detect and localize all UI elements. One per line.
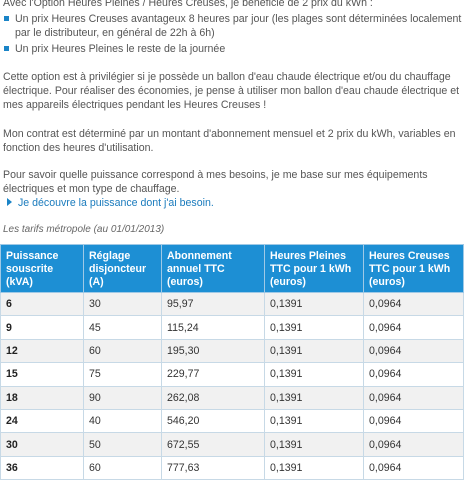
cell-puissance: 12 (0, 338, 84, 364)
cell-reglage: 60 (83, 338, 162, 364)
paragraph-contrat: Mon contrat est déterminé par un montant… (3, 128, 456, 154)
tarifs-table: Puissance souscrite (kVA) Réglage disjon… (0, 244, 464, 480)
cell-abonnement: 195,30 (161, 338, 265, 364)
table-row: 15 75 229,77 0,1391 0,0964 (0, 362, 464, 387)
table-row: 18 90 262,08 0,1391 0,0964 (0, 385, 464, 410)
cell-heures-creuses: 0,0964 (363, 315, 464, 340)
square-bullet-icon (4, 46, 9, 51)
cell-heures-creuses: 0,0964 (363, 408, 464, 434)
cell-reglage: 90 (83, 385, 162, 410)
bullet-text: Un prix Heures Pleines le reste de la jo… (15, 43, 226, 55)
paragraph-option: Cette option est à privilégier si je pos… (3, 71, 460, 111)
header-heures-pleines: Heures Pleines TTC pour 1 kWh (euros) (264, 244, 364, 293)
cell-puissance: 30 (0, 432, 84, 457)
bullet-heures-creuses: Un prix Heures Creuses avantageux 8 heur… (3, 12, 463, 40)
intro-text: Avec l'Option Heures Pleines / Heures Cr… (3, 0, 373, 9)
cell-abonnement: 115,24 (161, 315, 265, 340)
table-row: 36 60 777,63 0,1391 0,0964 (0, 455, 464, 480)
triangle-right-icon (7, 198, 12, 206)
cell-reglage: 30 (83, 291, 162, 317)
header-puissance: Puissance souscrite (kVA) (0, 244, 84, 293)
table-row: 30 50 672,55 0,1391 0,0964 (0, 432, 464, 457)
header-reglage: Réglage disjoncteur (A) (83, 244, 162, 293)
option-bullets: Un prix Heures Creuses avantageux 8 heur… (3, 12, 463, 58)
bullet-heures-pleines: Un prix Heures Pleines le reste de la jo… (3, 42, 463, 56)
cell-heures-pleines: 0,1391 (264, 338, 364, 364)
table-row: 24 40 546,20 0,1391 0,0964 (0, 408, 464, 434)
table-row: 9 45 115,24 0,1391 0,0964 (0, 315, 464, 340)
tarifs-note: Les tarifs métropole (au 01/01/2013) (3, 224, 165, 235)
cell-heures-pleines: 0,1391 (264, 291, 364, 317)
cell-puissance: 6 (0, 291, 84, 317)
cell-abonnement: 672,55 (161, 432, 265, 457)
cell-heures-creuses: 0,0964 (363, 291, 464, 317)
cell-heures-creuses: 0,0964 (363, 432, 464, 457)
puissance-link-text[interactable]: Je découvre la puissance dont j'ai besoi… (18, 197, 214, 209)
cell-heures-pleines: 0,1391 (264, 455, 364, 480)
cell-puissance: 9 (0, 315, 84, 340)
header-heures-creuses: Heures Creuses TTC pour 1 kWh (euros) (363, 244, 464, 293)
cell-heures-pleines: 0,1391 (264, 432, 364, 457)
cell-abonnement: 546,20 (161, 408, 265, 434)
cell-abonnement: 777,63 (161, 455, 265, 480)
cell-abonnement: 95,97 (161, 291, 265, 317)
cell-puissance: 18 (0, 385, 84, 410)
cell-heures-creuses: 0,0964 (363, 338, 464, 364)
square-bullet-icon (4, 16, 9, 21)
cell-heures-pleines: 0,1391 (264, 385, 364, 410)
cell-heures-creuses: 0,0964 (363, 385, 464, 410)
table-header-row: Puissance souscrite (kVA) Réglage disjon… (0, 244, 464, 293)
table-row: 6 30 95,97 0,1391 0,0964 (0, 291, 464, 317)
cell-puissance: 36 (0, 455, 84, 480)
cell-puissance: 24 (0, 408, 84, 434)
cell-heures-creuses: 0,0964 (363, 362, 464, 387)
cell-abonnement: 229,77 (161, 362, 265, 387)
cell-reglage: 45 (83, 315, 162, 340)
header-abonnement: Abonnement annuel TTC (euros) (161, 244, 265, 293)
cell-heures-pleines: 0,1391 (264, 362, 364, 387)
paragraph-puissance: Pour savoir quelle puissance correspond … (3, 169, 428, 195)
puissance-link[interactable]: Je découvre la puissance dont j'ai besoi… (3, 196, 214, 210)
bullet-text: Un prix Heures Creuses avantageux 8 heur… (15, 13, 462, 39)
cell-puissance: 15 (0, 362, 84, 387)
cell-heures-creuses: 0,0964 (363, 455, 464, 480)
cell-abonnement: 262,08 (161, 385, 265, 410)
cell-reglage: 60 (83, 455, 162, 480)
cell-reglage: 75 (83, 362, 162, 387)
cell-heures-pleines: 0,1391 (264, 408, 364, 434)
table-row: 12 60 195,30 0,1391 0,0964 (0, 338, 464, 364)
cell-reglage: 50 (83, 432, 162, 457)
cell-reglage: 40 (83, 408, 162, 434)
cell-heures-pleines: 0,1391 (264, 315, 364, 340)
